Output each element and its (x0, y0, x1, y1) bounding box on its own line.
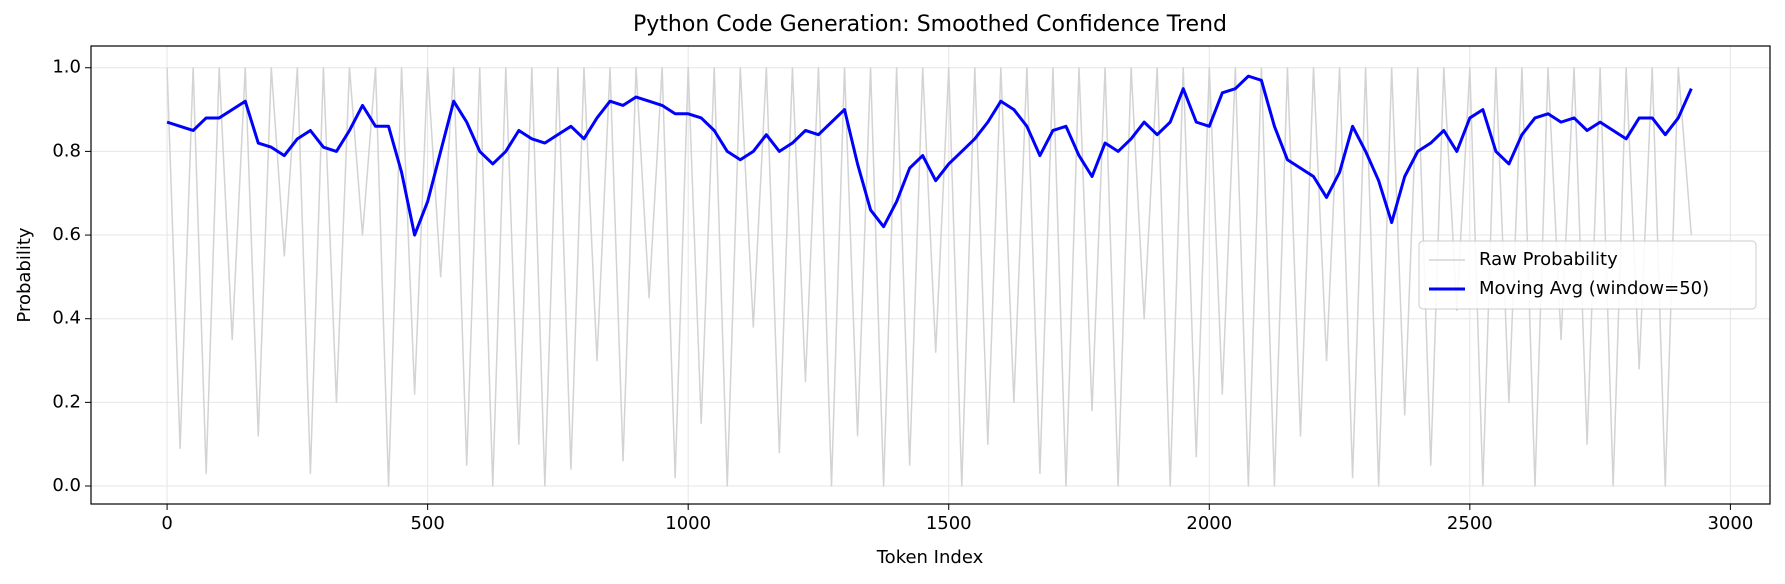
y-tick-label: 1.0 (52, 57, 81, 78)
chart-title: Python Code Generation: Smoothed Confide… (633, 12, 1227, 37)
y-axis-label: Probability (14, 227, 35, 322)
legend-label: Moving Avg (window=50) (1479, 278, 1709, 299)
x-tick-label: 1000 (665, 513, 711, 534)
legend-box (1418, 240, 1757, 310)
x-tick-label: 1500 (926, 513, 972, 534)
y-tick-label: 0.0 (52, 475, 81, 496)
y-tick-label: 0.6 (52, 224, 81, 245)
x-tick-label: 0 (161, 513, 172, 534)
x-tick-label: 2000 (1186, 513, 1232, 534)
x-axis-label: Token Index (876, 547, 984, 568)
x-tick-label: 500 (410, 513, 444, 534)
plot-frame (90, 45, 1771, 505)
x-tick-label: 2500 (1447, 513, 1493, 534)
data-line (166, 74, 1693, 237)
y-tick-label: 0.8 (52, 140, 81, 161)
legend-label: Raw Probability (1479, 249, 1618, 270)
y-tick-label: 0.2 (52, 391, 81, 412)
y-tick-label: 0.4 (52, 308, 81, 329)
x-tick-label: 3000 (1707, 513, 1753, 534)
